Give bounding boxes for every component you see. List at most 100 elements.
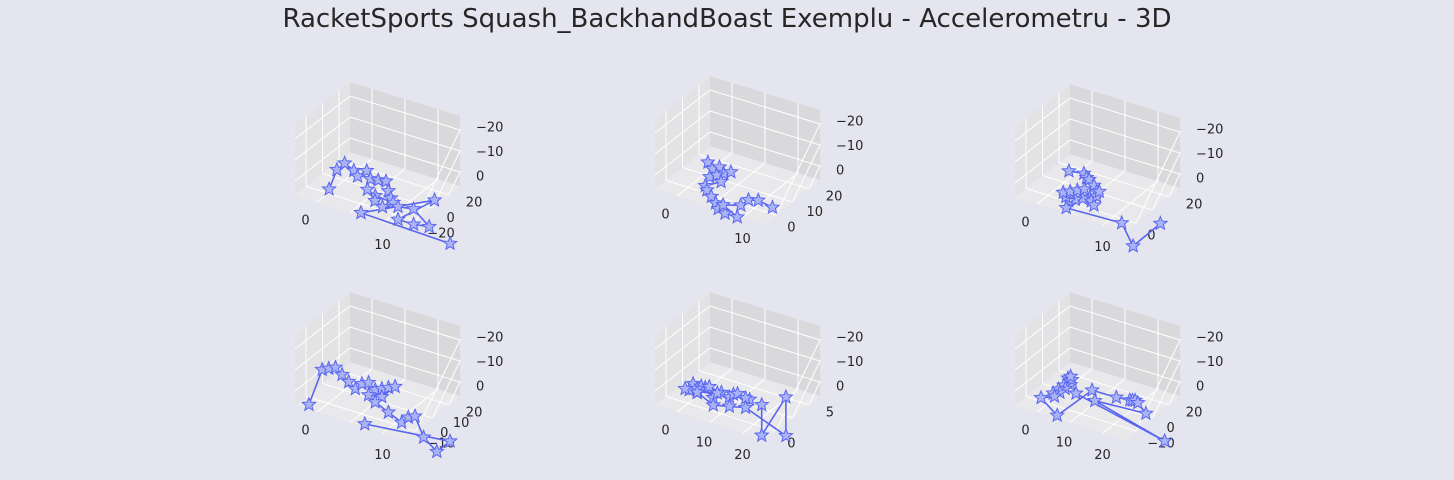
- x-tick-label: 10: [374, 448, 391, 463]
- gridline: [654, 347, 711, 392]
- x-tick-label: 0: [661, 207, 669, 222]
- x-tick-label: 20: [734, 448, 751, 463]
- data-point: [442, 235, 459, 251]
- data-point: [405, 200, 422, 216]
- gridline: [1102, 180, 1159, 226]
- x-tick-label: 0: [301, 213, 309, 228]
- data-point: [737, 399, 754, 415]
- x-tick-label: 0: [661, 423, 669, 438]
- x-tick-label: 10: [696, 436, 713, 451]
- gridline: [432, 360, 461, 419]
- gridline: [654, 110, 711, 155]
- gridline: [349, 137, 461, 173]
- gridline: [709, 110, 821, 146]
- data-point: [356, 415, 373, 431]
- gridline: [1058, 370, 1170, 406]
- z-tick-label: −20: [476, 121, 503, 136]
- data-point: [777, 388, 794, 404]
- gridline: [1014, 118, 1071, 163]
- gridline: [698, 154, 810, 190]
- gridline: [1014, 326, 1071, 371]
- gridline: [709, 131, 821, 167]
- gridline: [1069, 347, 1181, 383]
- subplot-3: 0 10 20 0 0 −10 −20: [1014, 84, 1223, 255]
- y-tick-label: 0: [440, 426, 448, 441]
- data-point: [378, 172, 394, 189]
- data-point: [1058, 199, 1075, 215]
- y-tick-label: 10: [453, 416, 470, 431]
- data-point: [722, 163, 739, 179]
- y-tick-label: 20: [1186, 198, 1203, 213]
- y-tick-label: 20: [466, 406, 483, 421]
- figure-title: RacketSports Squash_BackhandBoast Exempl…: [282, 4, 1172, 34]
- data-point: [327, 359, 344, 375]
- data-point: [1086, 196, 1102, 213]
- y-tick-label: 0: [787, 436, 795, 451]
- x-tick-label: 0: [1021, 215, 1029, 230]
- gridline: [1014, 139, 1071, 184]
- z-tick-label: 0: [836, 380, 844, 395]
- data-point: [367, 393, 384, 409]
- data-point: [1086, 392, 1103, 408]
- data-point: [359, 181, 376, 197]
- gridline: [338, 160, 450, 196]
- gridline: [448, 381, 461, 406]
- data-point: [301, 396, 317, 412]
- data-point: [380, 182, 397, 198]
- gridline: [1069, 139, 1181, 175]
- data-point: [1125, 237, 1142, 253]
- gridline: [682, 167, 793, 203]
- data-point: [321, 180, 338, 196]
- data-point: [360, 386, 377, 402]
- gridline: [808, 165, 821, 190]
- data-point: [701, 378, 718, 394]
- data-point: [713, 173, 730, 189]
- z-tick-label: 0: [1196, 380, 1204, 395]
- data-point: [1129, 394, 1146, 410]
- data-point: [717, 205, 733, 221]
- data-point: [750, 192, 767, 208]
- gridline: [1069, 326, 1181, 362]
- data-point: [1068, 385, 1084, 401]
- data-point: [1033, 389, 1049, 405]
- data-point: [700, 153, 716, 170]
- gridline: [1168, 381, 1181, 406]
- z-tick-label: −20: [1196, 123, 1223, 138]
- z-tick-label: −20: [836, 115, 863, 130]
- data-point: [1152, 215, 1169, 231]
- gridline: [382, 178, 439, 224]
- data-point: [421, 218, 438, 234]
- z-tick-label: −10: [836, 139, 863, 154]
- gridline: [792, 144, 821, 203]
- gridline: [1069, 118, 1181, 154]
- gridline: [1014, 347, 1071, 392]
- gridline: [382, 388, 439, 434]
- data-point: [721, 398, 738, 414]
- gridline: [1152, 360, 1181, 419]
- data-point: [390, 211, 406, 227]
- data-point: [374, 198, 391, 214]
- z-tick-label: −10: [836, 355, 863, 370]
- gridline: [448, 171, 461, 196]
- data-point: [705, 396, 722, 412]
- x-tick-label: 0: [301, 423, 309, 438]
- gridline: [742, 172, 799, 218]
- gridline: [709, 347, 821, 383]
- y-tick-label: 0: [447, 211, 455, 226]
- data-point: [729, 208, 746, 224]
- data-point: [1062, 368, 1079, 384]
- gridline: [294, 137, 351, 182]
- z-tick-label: −10: [476, 145, 503, 160]
- data-point: [367, 192, 383, 208]
- x-tick-label: 0: [1021, 423, 1029, 438]
- data-point: [362, 170, 379, 186]
- gridline: [698, 370, 810, 406]
- y-tick-label: 5: [826, 406, 834, 421]
- y-tick-label: 0: [1167, 421, 1175, 436]
- data-point: [708, 166, 725, 182]
- x-tick-label: 10: [1094, 240, 1111, 255]
